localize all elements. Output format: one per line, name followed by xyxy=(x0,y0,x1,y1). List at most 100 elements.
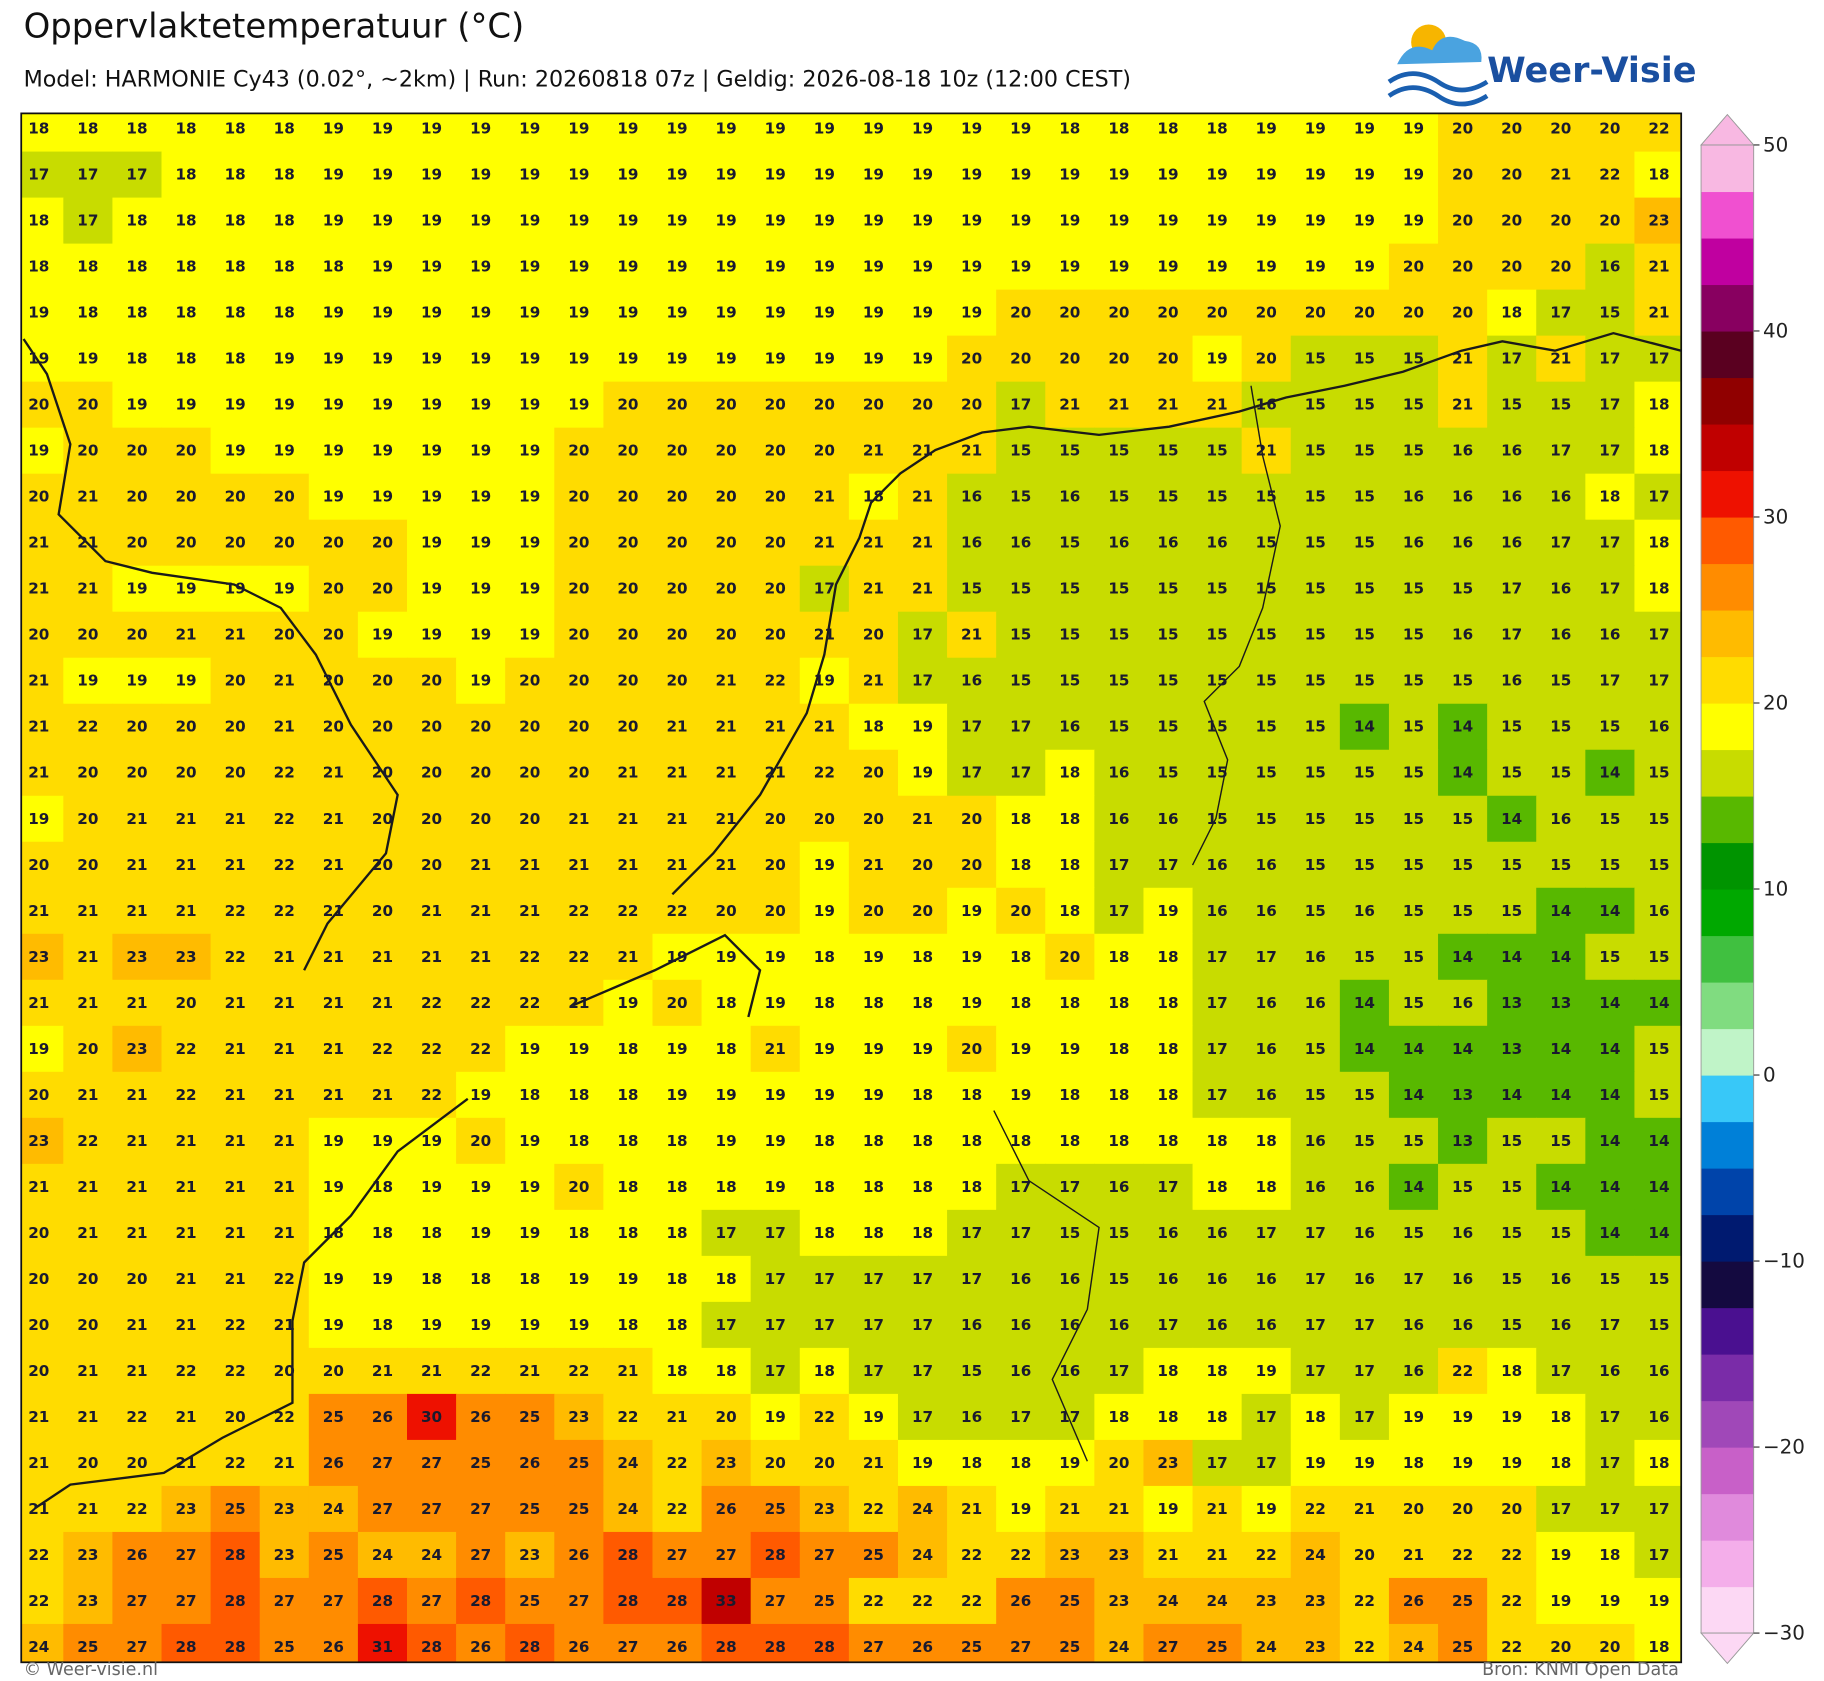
temperature-cell xyxy=(1241,1117,1292,1165)
temperature-cell xyxy=(63,1025,113,1073)
temperature-cell xyxy=(1585,1623,1636,1663)
temperature-cell xyxy=(308,979,359,1027)
temperature-label: 19 xyxy=(568,1040,589,1058)
temperature-label: 21 xyxy=(175,810,196,828)
temperature-cell xyxy=(554,703,604,751)
temperature-cell xyxy=(21,1301,64,1349)
temperature-cell xyxy=(750,1485,801,1533)
temperature-cell xyxy=(701,979,752,1027)
colorbar-segment xyxy=(1701,1540,1754,1588)
temperature-cell xyxy=(112,1209,163,1257)
temperature-cell xyxy=(996,749,1046,797)
temperature-label: 15 xyxy=(1648,1086,1669,1104)
temperature-cell xyxy=(848,1117,899,1165)
temperature-label: 16 xyxy=(1403,1316,1424,1334)
temperature-cell xyxy=(21,1577,64,1625)
temperature-label: 17 xyxy=(716,1224,737,1242)
temperature-label: 16 xyxy=(1207,1270,1228,1288)
temperature-label: 18 xyxy=(1256,1132,1277,1150)
temperature-label: 22 xyxy=(274,764,295,782)
temperature-label: 15 xyxy=(1354,1132,1375,1150)
temperature-cell xyxy=(456,795,506,843)
temperature-cell xyxy=(652,611,703,659)
temperature-cell xyxy=(1438,519,1488,567)
temperature-label: 16 xyxy=(961,1408,982,1426)
temperature-label: 21 xyxy=(323,764,344,782)
temperature-label: 25 xyxy=(1452,1638,1473,1656)
temperature-label: 16 xyxy=(1648,902,1669,920)
temperature-cell xyxy=(456,151,506,199)
temperature-cell xyxy=(1536,427,1586,475)
temperature-cell xyxy=(1192,1301,1243,1349)
temperature-cell xyxy=(554,1025,604,1073)
temperature-label: 21 xyxy=(519,856,540,874)
temperature-label: 18 xyxy=(274,166,295,184)
temperature-cell xyxy=(603,565,654,613)
temperature-cell xyxy=(996,335,1046,383)
temperature-label: 19 xyxy=(961,212,982,230)
temperature-cell xyxy=(505,1393,555,1441)
temperature-label: 17 xyxy=(126,166,147,184)
temperature-cell xyxy=(210,565,261,613)
temperature-label: 17 xyxy=(1010,1224,1031,1242)
temperature-label: 20 xyxy=(77,1040,98,1058)
temperature-label: 20 xyxy=(225,718,246,736)
temperature-cell xyxy=(554,1255,604,1303)
temperature-cell xyxy=(1339,887,1390,935)
temperature-label: 26 xyxy=(912,1638,933,1656)
temperature-cell xyxy=(554,1163,604,1211)
temperature-label: 20 xyxy=(28,626,49,644)
temperature-label: 16 xyxy=(1550,1270,1571,1288)
temperature-cell xyxy=(63,565,113,613)
temperature-label: 23 xyxy=(1059,1546,1080,1564)
temperature-cell xyxy=(1045,1347,1095,1395)
temperature-cell xyxy=(1143,933,1194,981)
temperature-label: 20 xyxy=(1599,1638,1620,1656)
temperature-cell xyxy=(701,151,752,199)
temperature-label: 19 xyxy=(1501,1408,1522,1426)
temperature-label: 19 xyxy=(519,580,540,598)
temperature-label: 25 xyxy=(323,1408,344,1426)
temperature-cell xyxy=(996,1117,1046,1165)
temperature-cell xyxy=(1192,611,1243,659)
temperature-label: 20 xyxy=(1256,350,1277,368)
temperature-label: 16 xyxy=(1452,626,1473,644)
temperature-cell xyxy=(210,243,261,291)
temperature-cell xyxy=(1290,1393,1341,1441)
temperature-label: 21 xyxy=(175,1178,196,1196)
temperature-label: 20 xyxy=(1501,120,1522,138)
temperature-cell xyxy=(1536,611,1586,659)
temperature-label: 18 xyxy=(1599,1546,1620,1564)
temperature-label: 17 xyxy=(1648,672,1669,690)
temperature-cell xyxy=(505,519,555,567)
temperature-label: 19 xyxy=(666,212,687,230)
map-frame xyxy=(20,112,1683,1664)
temperature-cell xyxy=(308,749,359,797)
temperature-cell xyxy=(1585,1577,1636,1625)
temperature-label: 19 xyxy=(568,166,589,184)
temperature-cell xyxy=(112,1347,163,1395)
temperature-cell xyxy=(357,841,408,889)
temperature-label: 17 xyxy=(765,1224,786,1242)
temperature-label: 21 xyxy=(961,626,982,644)
temperature-cell xyxy=(406,381,457,429)
temperature-label: 19 xyxy=(470,258,491,276)
temperature-cell xyxy=(406,427,457,475)
temperature-label: 14 xyxy=(1648,994,1669,1012)
temperature-label: 21 xyxy=(126,1132,147,1150)
temperature-label: 20 xyxy=(323,672,344,690)
temperature-label: 17 xyxy=(912,1408,933,1426)
temperature-label: 21 xyxy=(1550,166,1571,184)
temperature-cell xyxy=(357,1255,408,1303)
temperature-cell xyxy=(259,113,310,153)
temperature-label: 20 xyxy=(716,396,737,414)
temperature-label: 19 xyxy=(765,948,786,966)
temperature-cell xyxy=(652,243,703,291)
temperature-label: 20 xyxy=(666,534,687,552)
temperature-cell xyxy=(1290,795,1341,843)
temperature-cell xyxy=(505,703,555,751)
temperature-label: 19 xyxy=(765,258,786,276)
temperature-cell xyxy=(1585,1025,1636,1073)
temperature-label: 22 xyxy=(1354,1592,1375,1610)
